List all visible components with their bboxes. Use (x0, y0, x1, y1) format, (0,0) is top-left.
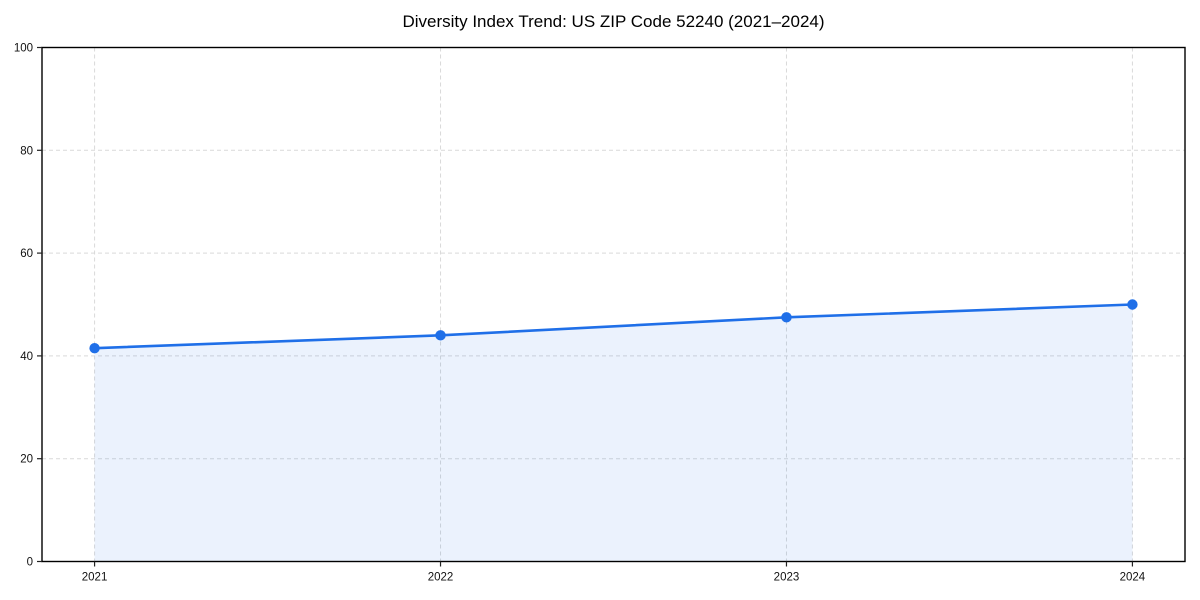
y-tick-label-20: 20 (20, 454, 33, 466)
x-tick-label-2022: 2022 (428, 572, 454, 584)
chart-title: Diversity Index Trend: US ZIP Code 52240… (402, 12, 825, 31)
y-tick-label-100: 100 (14, 43, 33, 55)
area-fill (94, 304, 1133, 562)
data-point-2022 (435, 330, 446, 341)
data-point-2023 (781, 312, 792, 323)
y-tick-label-40: 40 (20, 351, 33, 363)
y-tick-label-0: 0 (27, 557, 33, 569)
x-tick-label-2023: 2023 (774, 572, 800, 584)
data-point-2021 (89, 342, 100, 354)
y-tick-label-60: 60 (20, 248, 33, 260)
y-tick-label-80: 80 (20, 145, 33, 157)
x-tick-label-2021: 2021 (82, 572, 108, 584)
plot-border (41, 46, 1186, 563)
x-tick-label-2024: 2024 (1120, 572, 1146, 584)
trend-line (93, 303, 1134, 350)
data-point-2024 (1127, 299, 1138, 310)
